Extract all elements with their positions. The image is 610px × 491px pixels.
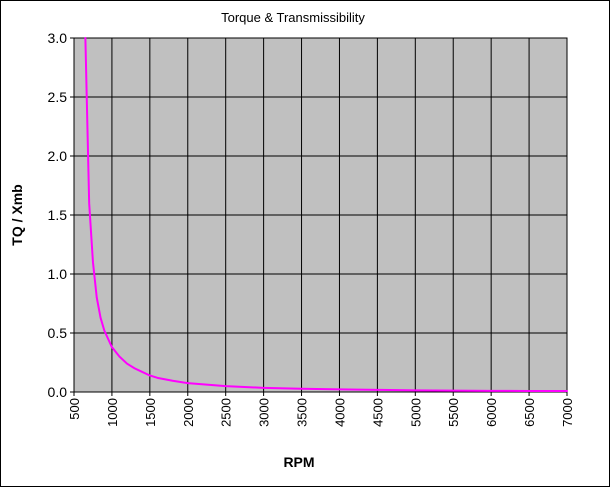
y-tick-label: 1.0 xyxy=(48,266,68,282)
y-tick-labels: 0.0 0.5 1.0 1.5 2.0 2.5 3.0 xyxy=(48,30,68,400)
y-tick-label: 0.5 xyxy=(48,325,68,341)
grid-lines xyxy=(70,37,568,396)
x-tick-label: 6000 xyxy=(484,398,499,427)
y-axis-label: TQ / Xmb xyxy=(9,184,25,245)
x-tick-label: 500 xyxy=(67,398,82,420)
y-tick-label: 1.5 xyxy=(48,207,68,223)
series-layer xyxy=(84,37,568,393)
x-tick-label: 7000 xyxy=(560,398,575,427)
y-tick-label: 2.5 xyxy=(48,89,68,105)
x-tick-labels: 500 1000 1500 2000 2500 3000 3500 4000 4500 5000 5… xyxy=(67,398,575,427)
x-tick-label: 5000 xyxy=(408,398,423,427)
chart-title: Torque & Transmissibility xyxy=(221,10,365,25)
x-tick-label: 6500 xyxy=(522,398,537,427)
x-tick-label: 5500 xyxy=(446,398,461,427)
y-tick-label: 3.0 xyxy=(48,30,68,46)
x-axis-label: RPM xyxy=(283,454,314,470)
x-tick-label: 1500 xyxy=(143,398,158,427)
y-tick-label: 0.0 xyxy=(48,384,68,400)
x-tick-label: 2500 xyxy=(219,398,234,427)
x-tick-label: 3500 xyxy=(295,398,310,427)
y-tick-label: 2.0 xyxy=(48,148,68,164)
x-tick-label: 4000 xyxy=(332,398,347,427)
x-tick-label: 3000 xyxy=(257,398,272,427)
x-tick-label: 2000 xyxy=(181,398,196,427)
series-line xyxy=(84,37,568,393)
x-tick-label: 4500 xyxy=(370,398,385,427)
x-tick-label: 1000 xyxy=(105,398,120,427)
